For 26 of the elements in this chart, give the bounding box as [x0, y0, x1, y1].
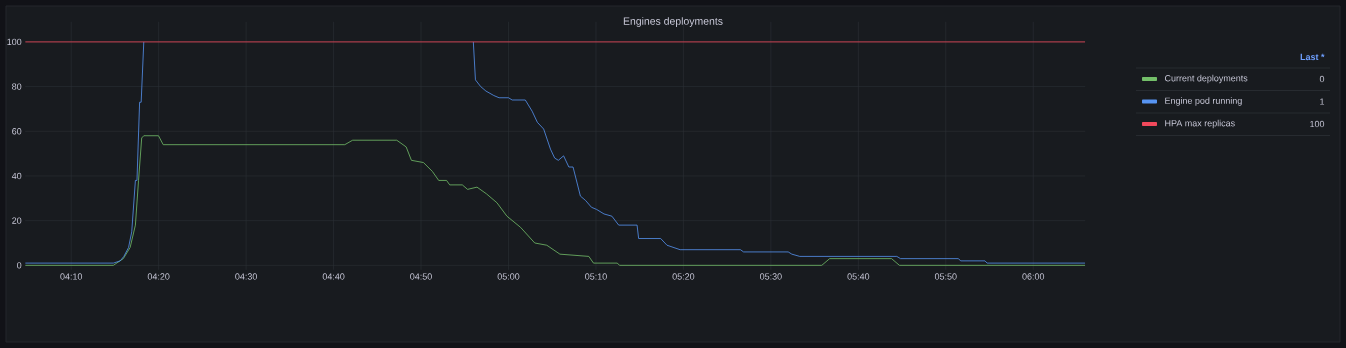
- x-tick-label: 05:50: [934, 273, 957, 280]
- legend-label: Engine pod running: [1165, 97, 1242, 106]
- y-tick-label: 80: [12, 83, 22, 90]
- x-tick-label: 04:20: [147, 273, 170, 280]
- y-tick-label: 20: [12, 217, 22, 224]
- x-tick-label: 05:00: [497, 273, 520, 280]
- y-tick-label: 0: [17, 262, 22, 269]
- text: 100: [1310, 120, 1325, 128]
- x-tick-label: 04:40: [322, 273, 345, 280]
- legend-label: HPA max replicas: [1165, 119, 1235, 129]
- x-tick-label: 04:30: [235, 273, 257, 280]
- y-tick-label: 100: [7, 38, 22, 46]
- legend-title: Last *: [1300, 53, 1325, 61]
- x-tick-label: 05:10: [585, 273, 607, 280]
- x-tick-label: 06:00: [1022, 273, 1045, 280]
- y-tick-label: 60: [12, 128, 22, 135]
- x-tick-label: 04:10: [60, 273, 83, 280]
- x-tick-label: 05:40: [847, 273, 870, 280]
- legend-label: Current deployments: [1164, 74, 1248, 84]
- y-tick-label: 40: [11, 172, 22, 180]
- x-tick-label: 04:50: [410, 273, 432, 280]
- text: 0: [1319, 75, 1325, 83]
- x-tick-label: 05:30: [760, 273, 782, 280]
- x-tick-label: 05:20: [672, 273, 695, 280]
- chart-title: Engines deployments: [623, 17, 723, 27]
- text: 1: [1320, 98, 1325, 105]
